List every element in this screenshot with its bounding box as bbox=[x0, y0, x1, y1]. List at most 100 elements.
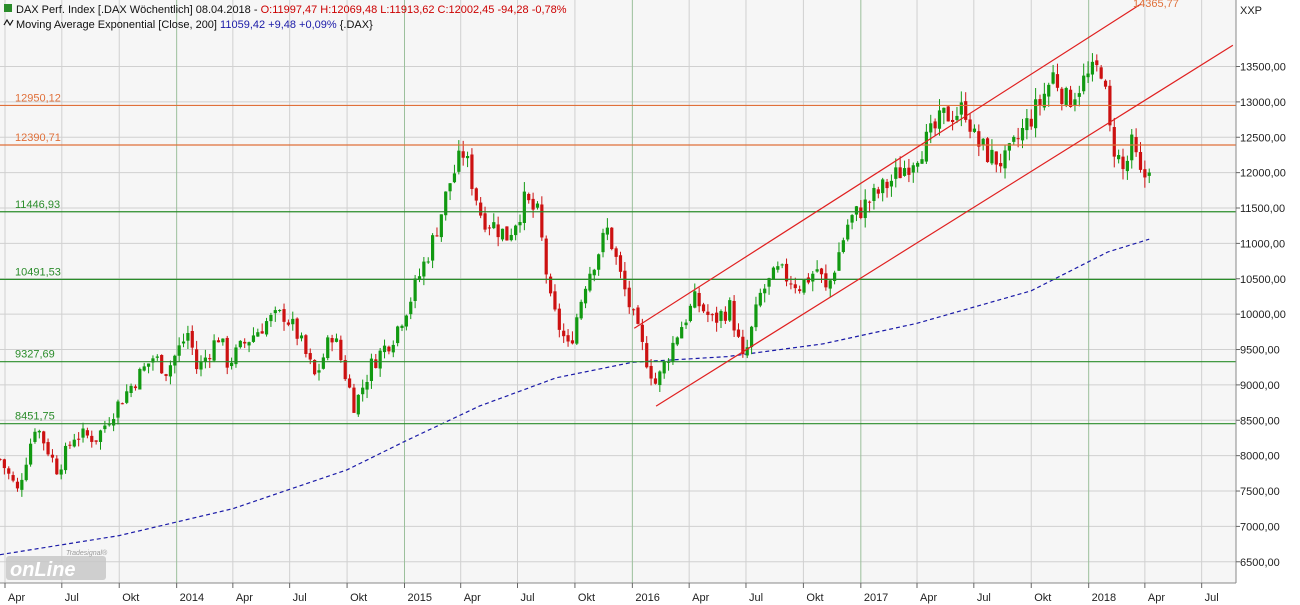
candle-body bbox=[225, 337, 229, 368]
weekly-candle bbox=[1073, 92, 1077, 112]
candle-body bbox=[400, 325, 404, 328]
candle-body bbox=[422, 261, 426, 277]
ema-200-line bbox=[0, 238, 1150, 556]
weekly-candle bbox=[1020, 118, 1025, 149]
candle-body bbox=[588, 273, 592, 291]
candle-body bbox=[553, 291, 557, 310]
time-axis-background bbox=[0, 583, 1300, 605]
weekly-candle bbox=[828, 279, 832, 298]
candle-body bbox=[1073, 99, 1077, 106]
candle-body bbox=[833, 272, 837, 282]
candle-body bbox=[216, 340, 221, 343]
y-tick-label: 11500,00 bbox=[1240, 203, 1285, 215]
candle-body bbox=[28, 443, 33, 465]
candle-body bbox=[872, 187, 876, 201]
weekly-candle bbox=[186, 325, 190, 350]
candle-body bbox=[378, 350, 382, 369]
candle-body bbox=[2, 459, 6, 469]
candle-body bbox=[247, 342, 251, 346]
weekly-candle bbox=[120, 402, 124, 405]
channel-upper-line[interactable] bbox=[633, 3, 1142, 329]
candle-body bbox=[387, 346, 391, 352]
weekly-candle bbox=[959, 91, 963, 127]
time-axis[interactable]: Apr Jul Okt 2014 Apr Jul Okt 2015 Apr Jul Okt 2016 A… bbox=[4, 583, 1219, 604]
candle-body bbox=[1086, 73, 1090, 78]
weekly-candle bbox=[465, 151, 470, 168]
x-tick-label: Apr bbox=[8, 592, 25, 604]
weekly-candle bbox=[955, 106, 959, 124]
weekly-candle bbox=[251, 327, 256, 343]
weekly-candle bbox=[37, 429, 41, 439]
weekly-candle bbox=[173, 354, 177, 374]
weekly-candle bbox=[334, 333, 339, 343]
weekly-candle bbox=[671, 336, 675, 365]
x-tick-label: Jul bbox=[293, 592, 307, 604]
candle-body bbox=[77, 438, 81, 440]
collapse-toggle-icon[interactable] bbox=[4, 4, 12, 12]
candle-body bbox=[1068, 89, 1073, 107]
candle-body bbox=[151, 358, 155, 363]
weekly-candle bbox=[1090, 53, 1095, 82]
weekly-candle bbox=[1143, 160, 1147, 188]
candle-body bbox=[452, 173, 457, 183]
candle-body bbox=[347, 378, 352, 388]
candle-body bbox=[1077, 93, 1081, 97]
candle-body bbox=[653, 378, 658, 384]
weekly-candle bbox=[876, 186, 880, 199]
channel-target-label: 14365,77 bbox=[1133, 0, 1179, 10]
candle-body bbox=[645, 343, 649, 368]
candle-body bbox=[741, 336, 745, 355]
candle-body bbox=[793, 284, 797, 289]
candle-body bbox=[1099, 67, 1103, 79]
ema-indicator-icon[interactable] bbox=[3, 18, 14, 27]
level-label: 10491,53 bbox=[15, 266, 61, 278]
candle-body bbox=[1112, 127, 1116, 157]
trend-channel[interactable]: 14365,77 bbox=[633, 0, 1234, 407]
candle-body bbox=[369, 358, 374, 381]
channel-lower-line[interactable] bbox=[655, 44, 1234, 407]
candle-body bbox=[308, 353, 312, 360]
price-axis[interactable]: 6500,00 7000,00 7500,00 8000,00 8500,00 9000,… bbox=[1236, 62, 1286, 569]
candle-body bbox=[68, 444, 72, 446]
weekly-candle bbox=[378, 348, 382, 377]
horizontal-levels[interactable]: 12950,12 12390,71 11446,93 10491,53 9327,69 8… bbox=[0, 92, 1236, 425]
candle-body bbox=[841, 240, 845, 252]
weekly-candle bbox=[701, 302, 706, 314]
candle-body bbox=[243, 341, 247, 344]
weekly-candle bbox=[802, 279, 806, 295]
candle-body bbox=[181, 341, 186, 344]
candle-body bbox=[758, 292, 762, 306]
candle-body bbox=[518, 222, 522, 226]
candle-body bbox=[116, 401, 120, 418]
candle-body bbox=[649, 365, 653, 379]
candle-body bbox=[256, 332, 260, 337]
x-tick-label: 2015 bbox=[408, 592, 432, 604]
candle-body bbox=[964, 101, 968, 120]
weekly-candle bbox=[605, 218, 609, 241]
weekly-candle bbox=[125, 384, 129, 405]
candle-body bbox=[907, 167, 911, 175]
weekly-candle bbox=[212, 334, 216, 363]
weekly-candle bbox=[894, 158, 898, 188]
weekly-candle bbox=[985, 137, 990, 163]
weekly-candle bbox=[1060, 86, 1064, 111]
weekly-candle bbox=[784, 258, 789, 287]
candle-body bbox=[894, 167, 898, 179]
weekly-candle bbox=[457, 140, 461, 175]
weekly-candle bbox=[77, 432, 81, 447]
weekly-candle bbox=[1025, 108, 1029, 140]
candle-body bbox=[924, 131, 928, 162]
level-label: 9327,69 bbox=[15, 349, 55, 361]
weekly-candle bbox=[229, 357, 234, 370]
weekly-candle bbox=[487, 224, 492, 236]
weekly-candle bbox=[203, 349, 207, 369]
weekly-candle bbox=[972, 124, 977, 133]
candle-body bbox=[391, 344, 395, 353]
candle-body bbox=[291, 318, 295, 325]
candle-body bbox=[623, 270, 627, 290]
candle-body bbox=[24, 464, 28, 481]
y-tick-label: 10000,00 bbox=[1240, 309, 1286, 321]
candle-body bbox=[365, 381, 369, 390]
candle-body bbox=[557, 308, 561, 330]
